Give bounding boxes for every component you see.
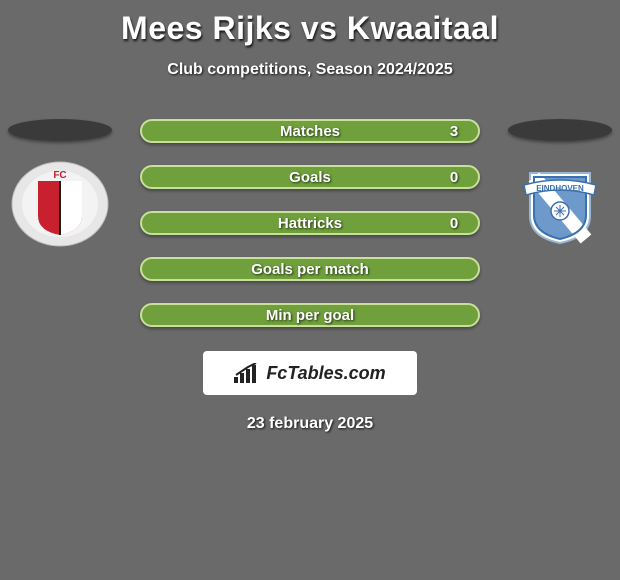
- attribution-box: FcTables.com: [203, 351, 417, 395]
- stat-label: Min per goal: [142, 307, 478, 324]
- date-text: 23 february 2025: [0, 415, 620, 433]
- right-player-column: EINDHOVEN: [500, 119, 620, 247]
- stat-label: Matches: [142, 123, 478, 140]
- fc-utrecht-badge-icon: FC: [10, 161, 110, 247]
- right-player-oval: [508, 119, 612, 141]
- left-player-column: FC: [0, 119, 120, 247]
- svg-text:FC: FC: [53, 170, 66, 181]
- stat-row-hattricks: Hattricks 0: [140, 211, 480, 235]
- chart-bars-icon: [234, 363, 260, 383]
- stat-label: Goals: [142, 169, 478, 186]
- attribution-text: FcTables.com: [266, 363, 385, 384]
- stats-list: Matches 3 Goals 0 Hattricks 0 Goals per …: [140, 119, 480, 327]
- content-area: FC EINDHOVEN Matches 3 Goal: [0, 119, 620, 433]
- stat-row-min-per-goal: Min per goal: [140, 303, 480, 327]
- stat-row-matches: Matches 3: [140, 119, 480, 143]
- stat-label: Hattricks: [142, 215, 478, 232]
- subtitle: Club competitions, Season 2024/2025: [0, 61, 620, 79]
- left-player-oval: [8, 119, 112, 141]
- page-title: Mees Rijks vs Kwaaitaal: [0, 0, 620, 47]
- fc-eindhoven-badge-icon: EINDHOVEN: [510, 161, 610, 247]
- right-club-badge: EINDHOVEN: [510, 161, 610, 247]
- stat-label: Goals per match: [142, 261, 478, 278]
- left-club-badge: FC: [10, 161, 110, 247]
- svg-text:EINDHOVEN: EINDHOVEN: [536, 184, 584, 193]
- stat-row-goals-per-match: Goals per match: [140, 257, 480, 281]
- stat-row-goals: Goals 0: [140, 165, 480, 189]
